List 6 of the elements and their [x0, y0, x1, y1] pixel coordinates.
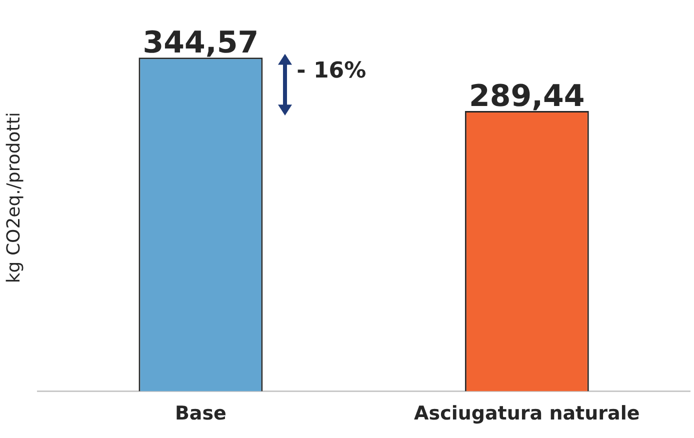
annotation: - 16%	[296, 58, 366, 84]
x-tick-label: Base	[174, 402, 226, 425]
y-axis-title: kg CO2eq./prodotti	[3, 112, 24, 284]
x-tick-label: Asciugatura naturale	[414, 402, 640, 425]
data-label: 289,44	[469, 78, 585, 114]
data-label: 344,57	[142, 25, 259, 60]
